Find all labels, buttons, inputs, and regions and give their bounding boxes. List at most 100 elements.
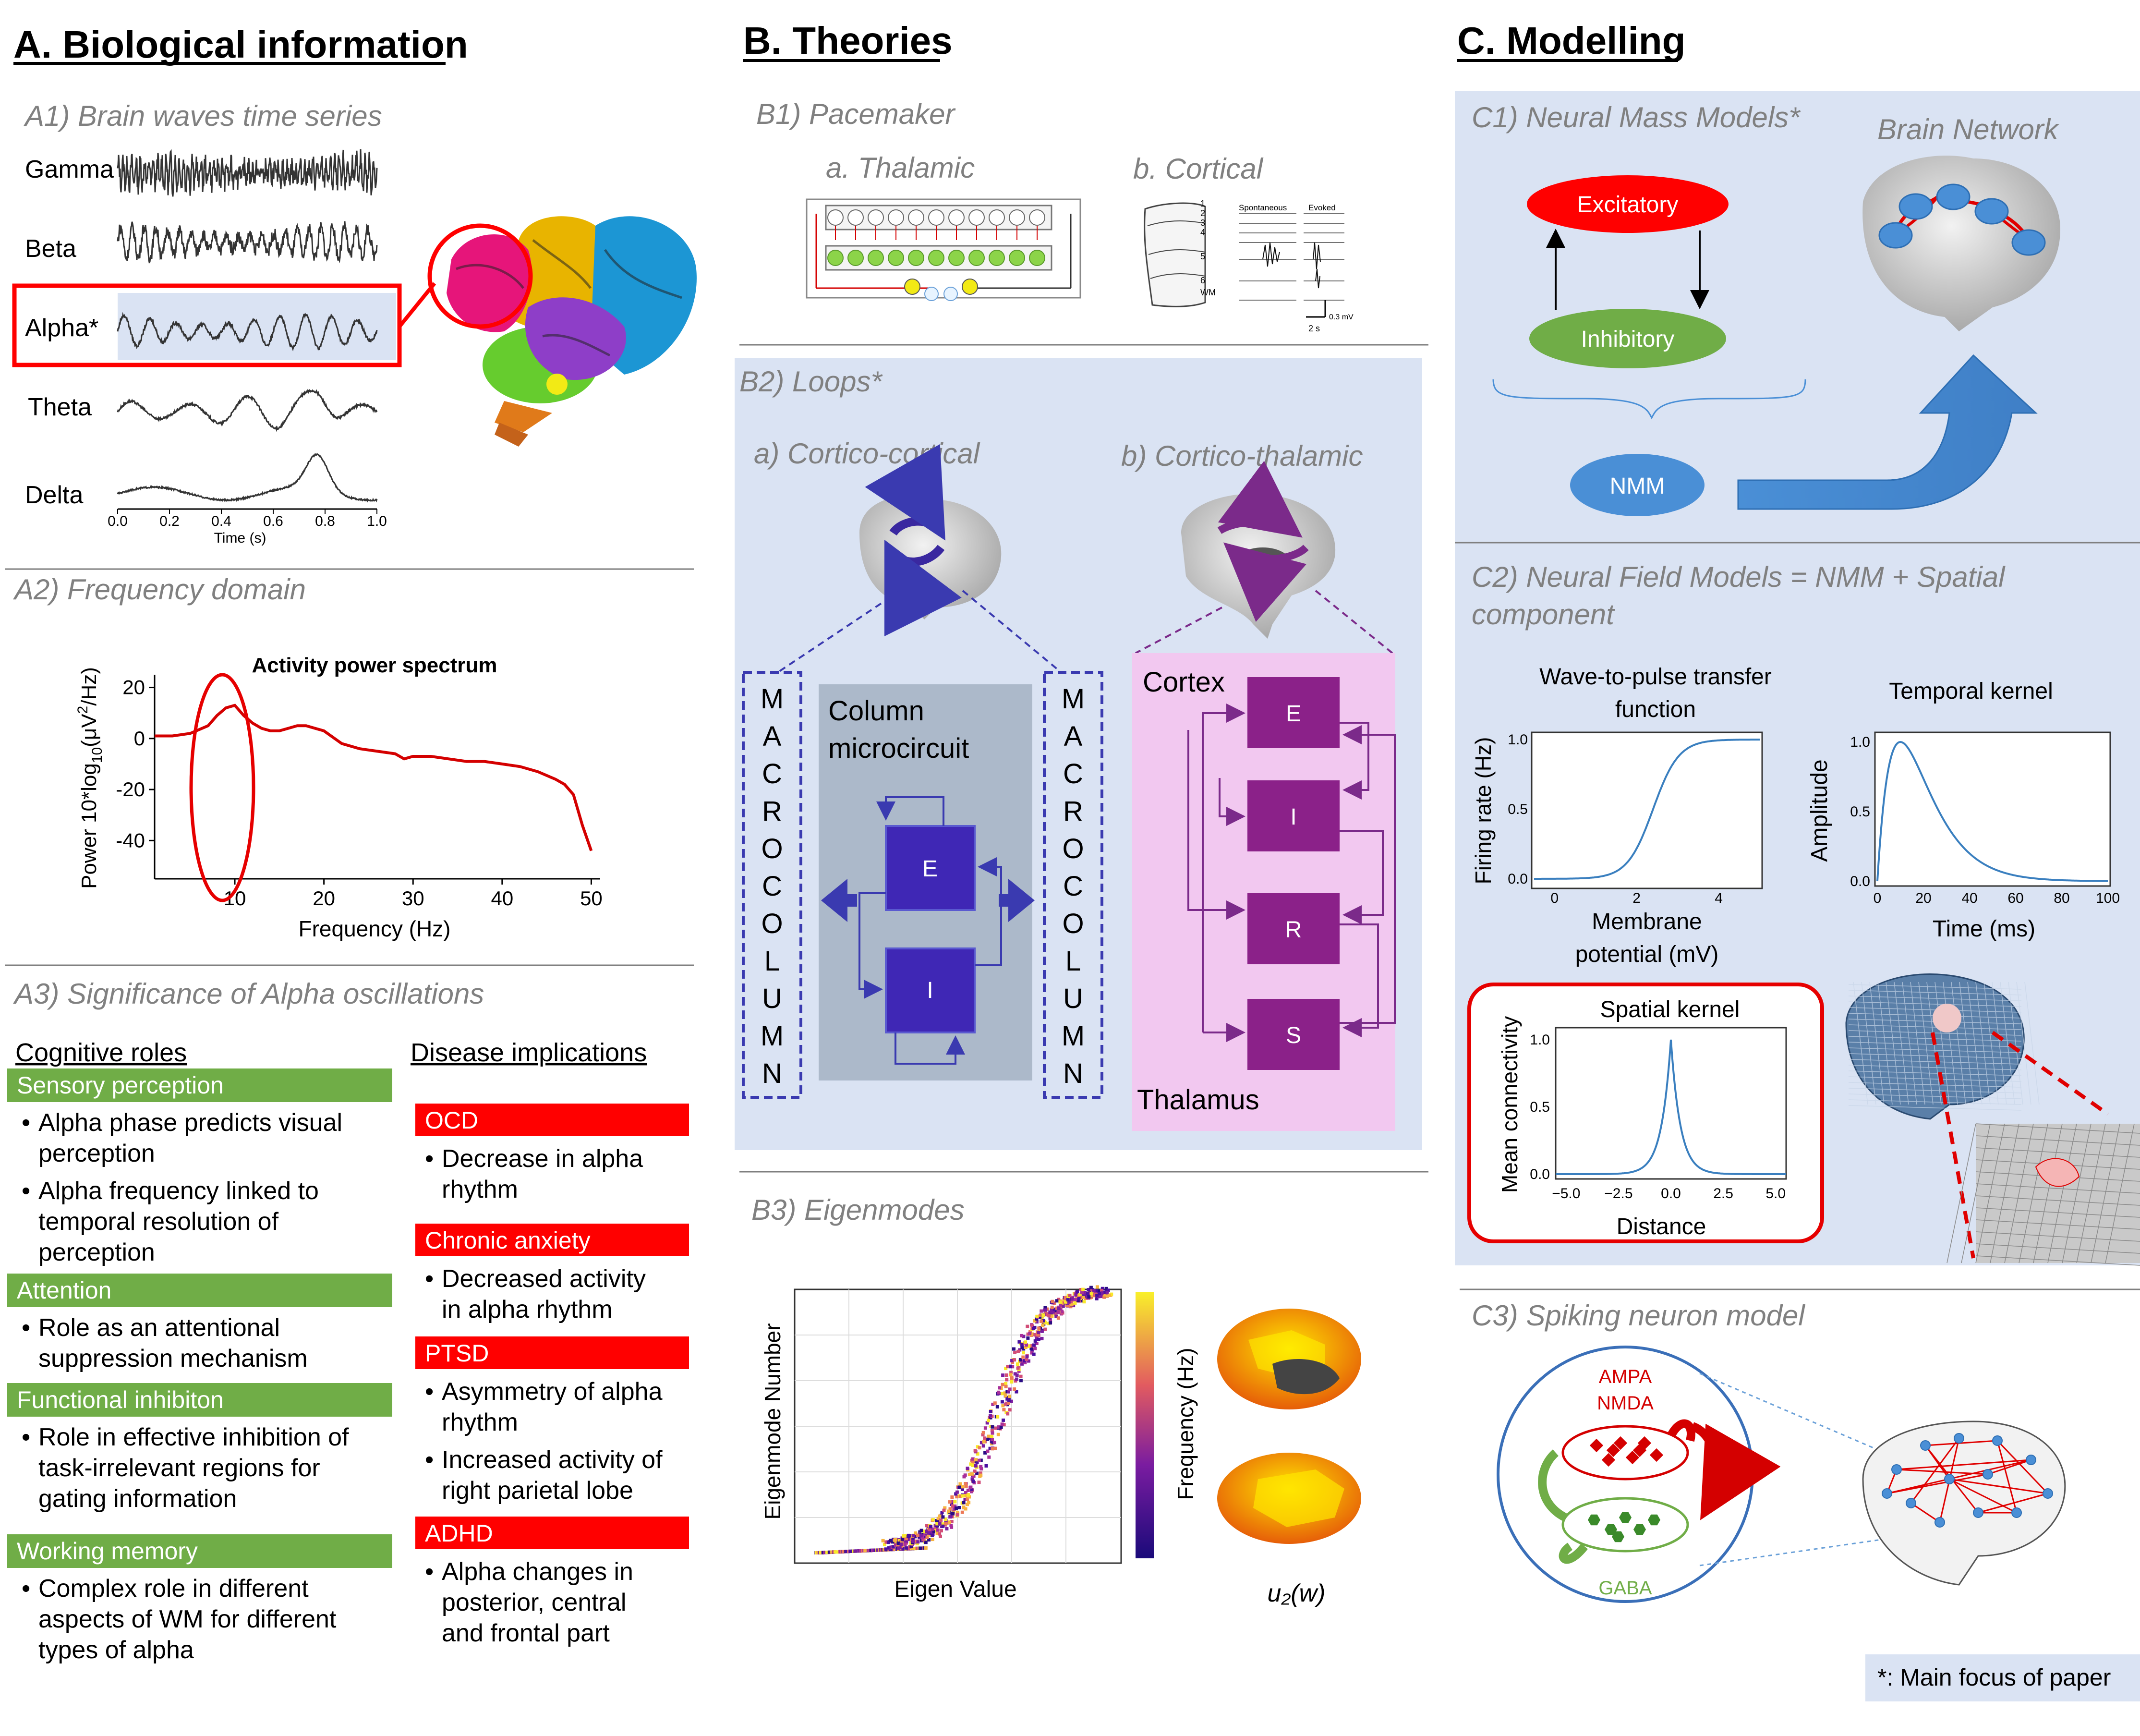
a1-x-label: Time (s): [214, 530, 266, 546]
a1-tick-label: 0.8: [315, 513, 335, 529]
temporal-kernel-curve: [1876, 741, 2108, 882]
spectrum-y-tick: 0: [134, 727, 145, 750]
macro-letter: O: [761, 908, 783, 939]
c2-title-line1: C2) Neural Field Models = NMM + Spatial: [1472, 561, 2006, 593]
cc-I-label: I: [927, 978, 933, 1003]
b2-title: B2) Loops*: [739, 365, 883, 398]
temporal-x-tick: 80: [2054, 890, 2069, 906]
macro-letter: N: [1063, 1058, 1083, 1089]
band-label-alpha: Alpha*: [25, 314, 98, 342]
cognitive-section-header: [7, 1383, 392, 1417]
temporal-y-tick: 0.0: [1850, 874, 1870, 889]
cognitive-bullet-line: aspects of WM for different: [38, 1605, 337, 1633]
spatial-y-tick: 0.0: [1530, 1166, 1550, 1182]
spectrum-x-tick: 30: [402, 887, 424, 910]
temporal-y-label: Amplitude: [1807, 759, 1832, 862]
cognitive-bullet-line: Complex role in different: [38, 1575, 309, 1602]
disease-bullet-line: in alpha rhythm: [442, 1296, 613, 1323]
temporal-x-tick: 20: [1915, 890, 1931, 906]
b1-thalamic-label: a. Thalamic: [826, 152, 975, 184]
wave-y-tick: 0.0: [1508, 871, 1528, 887]
spectrum-y-tick: 20: [122, 676, 145, 699]
macro-letter: M: [1062, 1020, 1085, 1052]
inhibitory-label: Inhibitory: [1581, 327, 1675, 352]
bullet-dot: •: [425, 1378, 434, 1406]
macro-letter: R: [1063, 796, 1083, 827]
macro-letter: L: [1065, 946, 1081, 977]
bullet-dot: •: [22, 1314, 30, 1342]
column-a: A. Biological information A1) Brain wave…: [5, 23, 697, 1664]
a3-title: A3) Significance of Alpha oscillations: [13, 978, 484, 1010]
colorbar-label: Frequency (Hz): [1173, 1348, 1198, 1500]
cognitive-section-title: Sensory perception: [17, 1072, 224, 1099]
mesh-brain-illustration: [1845, 973, 2140, 1266]
spatial-y-tick: 0.5: [1530, 1099, 1550, 1115]
macro-letter: C: [762, 871, 782, 902]
nmm-node: [1570, 454, 1705, 516]
c1-title: C1) Neural Mass Models*: [1472, 101, 1801, 134]
scale-time: 2 s: [1308, 324, 1320, 333]
cognitive-bullet-line: task-irrelevant regions for: [38, 1454, 320, 1482]
ct-node-R: [1247, 893, 1340, 964]
cc-E-node: [885, 825, 976, 911]
column-title-line2: microcircuit: [828, 733, 969, 764]
excitatory-node: [1527, 175, 1729, 233]
a2-title: A2) Frequency domain: [13, 573, 306, 606]
disease-section-title: PTSD: [425, 1340, 489, 1367]
spatial-x-tick: 5.0: [1765, 1186, 1786, 1202]
cognitive-section-title: Attention: [17, 1277, 111, 1304]
spatial-y-tick: 1.0: [1530, 1032, 1550, 1048]
disease-bullet-line: Asymmetry of alpha: [442, 1378, 663, 1406]
ct-node-label: I: [1290, 804, 1296, 830]
wave-y-label: Firing rate (Hz): [1471, 737, 1496, 885]
header-c: C. Modelling: [1457, 19, 1686, 62]
cognitive-section-title: Functional inhibiton: [17, 1386, 224, 1413]
cognitive-section-header: [7, 1068, 392, 1102]
brain-network-illustration: [1862, 156, 2060, 331]
column-b: B. Theories B1) Pacemaker a. Thalamic b.…: [735, 19, 1428, 1607]
cognitive-bullet-line: Role in effective inhibition of: [38, 1423, 349, 1451]
disease-bullet-line: and frontal part: [442, 1619, 610, 1647]
excitatory-population: [1561, 1425, 1689, 1481]
ct-node-S: [1247, 999, 1340, 1070]
a1-x-ticks: 0.0 0.2 0.4 0.6 0.8 1.0: [108, 509, 387, 529]
gaba-label: GABA: [1598, 1578, 1652, 1599]
cognitive-bullet-line: gating information: [38, 1485, 237, 1513]
macro-letter: M: [761, 683, 784, 715]
temporal-plot-frame: [1874, 731, 2111, 887]
wave-beta: [117, 221, 378, 264]
cognitive-section-header: [7, 1534, 392, 1568]
disease-bullet-line: Increased activity of: [442, 1446, 663, 1474]
disease-section-title: Chronic anxiety: [425, 1227, 591, 1254]
u2-label: u₂(w): [1268, 1579, 1326, 1607]
disease-list: OCD • Decrease in alpha rhythm Chronic anxie…: [415, 1104, 689, 1647]
temporal-y-tick: 0.5: [1850, 804, 1870, 820]
spectrum-x-tick: 20: [313, 887, 335, 910]
wave-x-tick: 2: [1632, 890, 1641, 906]
eigen-y-label: Eigenmode Number: [760, 1323, 785, 1519]
macro-letter: L: [764, 946, 780, 977]
thalamic-pacemaker-diagram: [806, 198, 1081, 301]
ct-node-label: S: [1286, 1023, 1301, 1048]
ct-node-label: E: [1286, 701, 1301, 727]
spectrum-y-tick: -20: [116, 778, 145, 801]
band-label-beta: Beta: [25, 235, 76, 263]
a1-tick-label: 0.6: [263, 513, 283, 529]
wave-gamma: [117, 149, 378, 197]
ct-node-E: [1247, 677, 1340, 748]
cognitive-bullet-line: types of alpha: [38, 1636, 194, 1664]
temporal-x-tick: 40: [1961, 890, 1977, 906]
wave-delta: [117, 452, 378, 503]
cc-E-label: E: [922, 856, 938, 882]
cognitive-section-title: Working memory: [17, 1538, 198, 1565]
disease-bullet-line: Decrease in alpha: [442, 1145, 643, 1173]
disease-bullet-line: Decreased activity: [442, 1265, 646, 1293]
wave-x-label-line2: potential (mV): [1575, 942, 1719, 967]
alpha-region-circle: [427, 223, 533, 329]
c2-title-line2: component: [1472, 598, 1615, 631]
scale-voltage: 0.3 mV: [1329, 313, 1354, 321]
wave-y-tick: 0.5: [1508, 801, 1528, 817]
